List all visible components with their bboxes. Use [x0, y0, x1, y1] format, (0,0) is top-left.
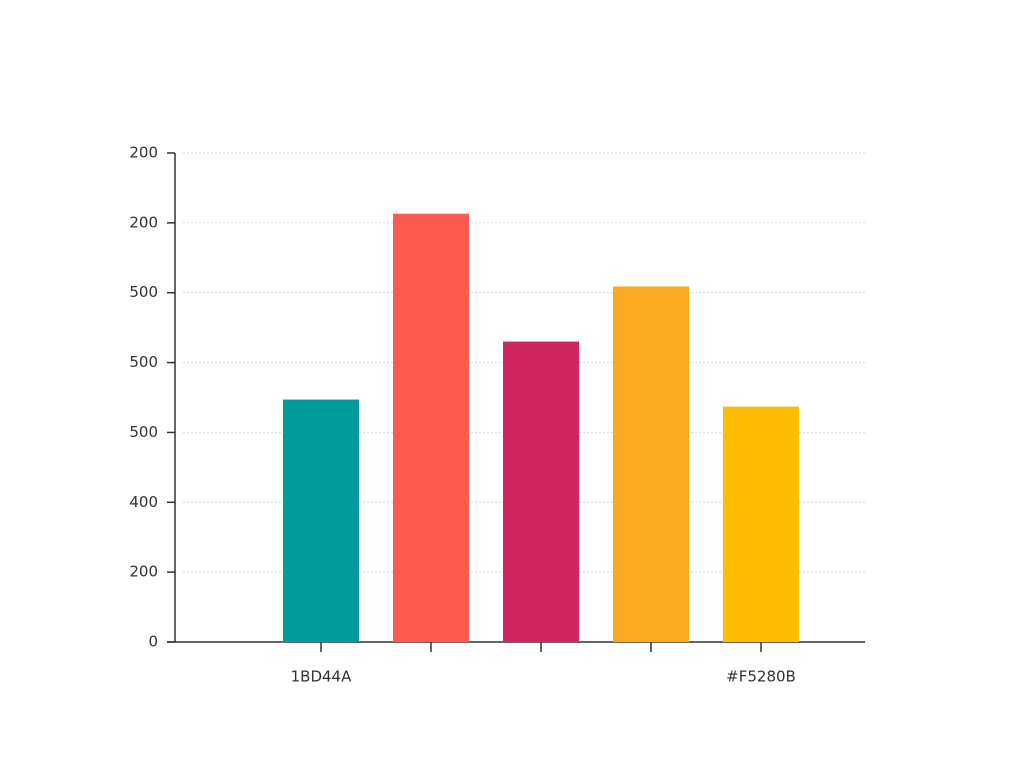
y-tick-label: 0 — [148, 633, 158, 651]
bar — [283, 399, 359, 642]
y-tick-label: 200 — [129, 144, 158, 162]
y-tick-label: 200 — [129, 213, 158, 231]
x-tick-label: #F5280B — [726, 668, 796, 686]
bar — [613, 286, 689, 642]
bar — [723, 406, 799, 642]
y-tick-label: 500 — [129, 353, 158, 371]
y-tick-label: 400 — [129, 493, 158, 511]
bar — [503, 341, 579, 642]
x-tick-label: 1BD44A — [291, 668, 352, 686]
bar — [393, 213, 469, 643]
y-tick-label: 500 — [129, 283, 158, 301]
y-tick-label: 500 — [129, 423, 158, 441]
y-tick-label: 200 — [129, 563, 158, 581]
